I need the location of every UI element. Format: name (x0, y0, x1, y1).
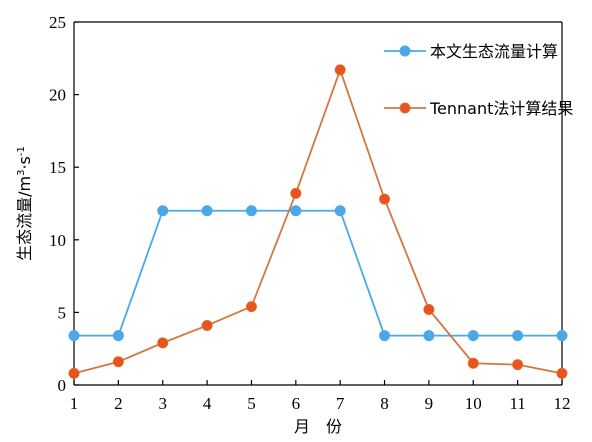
y-axis-title-main: 生态流量/m (15, 176, 34, 261)
series-1-point (157, 205, 169, 217)
legend: 本文生态流量计算 Tennant法计算结果 (384, 42, 573, 118)
x-tick-label: 11 (509, 394, 525, 413)
series-2-point (112, 356, 124, 368)
series-1-point (556, 330, 568, 342)
series-2-line (73, 67, 563, 375)
y-ticks: 0 5 10 15 20 25 (49, 13, 79, 395)
x-tick-label: 7 (336, 394, 345, 413)
y-tick-label: 5 (58, 303, 67, 322)
series-2-point (512, 359, 524, 371)
x-tick-label: 3 (158, 394, 167, 413)
x-tick-label: 4 (203, 394, 212, 413)
series-2-point (379, 193, 391, 205)
y-tick-label: 0 (58, 376, 67, 395)
series-2-point (467, 357, 479, 369)
x-tick-label: 12 (554, 394, 571, 413)
x-tick-label: 8 (380, 394, 389, 413)
x-tick-label: 5 (247, 394, 256, 413)
series-1-point (245, 205, 257, 217)
legend-2-marker (399, 102, 411, 114)
y-tick-label: 10 (49, 231, 66, 250)
series-1-point (467, 330, 479, 342)
series-layer (68, 64, 568, 379)
series-1-point (512, 330, 524, 342)
y-axis-title-sup1: 3 (16, 170, 27, 176)
x-tick-label: 6 (292, 394, 301, 413)
y-axis-title-sup2: -1 (16, 146, 27, 156)
y-tick-label: 25 (49, 13, 66, 32)
legend-item-1: 本文生态流量计算 (384, 42, 558, 61)
y-tick-label: 20 (49, 86, 66, 105)
x-tick-label: 1 (70, 394, 79, 413)
series-2-point (68, 367, 80, 379)
legend-1-label: 本文生态流量计算 (430, 42, 558, 61)
series-2-point (245, 301, 257, 313)
series-2-point (157, 337, 169, 349)
series-1-point (68, 330, 80, 342)
series-1-point (290, 205, 302, 217)
legend-1-marker (399, 45, 411, 57)
legend-2-label: Tennant法计算结果 (429, 99, 573, 118)
y-axis-title-mid: ·s (15, 156, 34, 169)
series-1-point (334, 205, 346, 217)
x-ticks: 1 2 3 4 5 6 7 8 9 10 11 12 (70, 380, 571, 413)
x-tick-label: 10 (465, 394, 482, 413)
x-tick-label: 2 (114, 394, 123, 413)
series-1-point (379, 330, 391, 342)
series-2-point (423, 303, 435, 315)
y-tick-label: 15 (49, 158, 66, 177)
series-1-line (74, 209, 562, 337)
series-1-point (423, 330, 435, 342)
series-2-point (290, 187, 302, 199)
series-2-point (334, 64, 346, 76)
series-1-point (201, 205, 213, 217)
y-axis-title: 生态流量/m3·s-1 (15, 146, 34, 261)
series-2-point (201, 319, 213, 331)
series-2-point (556, 367, 568, 379)
legend-item-2: Tennant法计算结果 (384, 99, 573, 118)
series-1-point (112, 330, 124, 342)
x-tick-label: 9 (425, 394, 434, 413)
x-axis-title: 月 份 (294, 417, 342, 436)
